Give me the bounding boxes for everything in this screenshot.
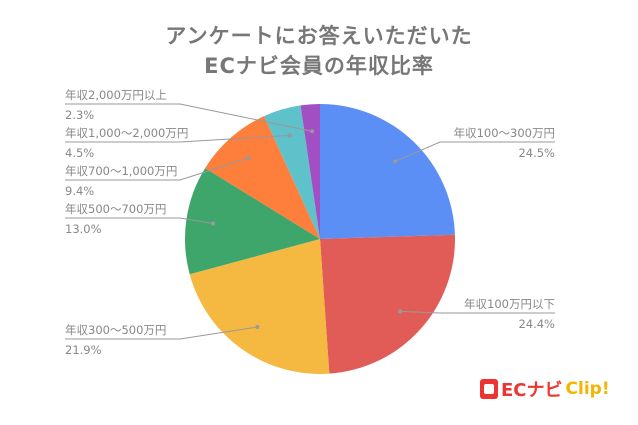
leader-line [400,310,555,314]
pie-slice [320,234,455,374]
pie-slice [264,105,320,239]
chart-title-line2: ECナビ会員の年収比率 [204,54,434,78]
leader-dot [211,221,216,226]
slice-value-label: 4.5% [65,146,94,160]
leader-dot [246,155,251,160]
slice-label: 年収100～300万円 [454,126,555,140]
ecnavi-clip-logo: ECナビ Clip! [480,376,610,402]
slice-label: 年収700～1,000万円 [65,164,177,178]
leader-line [65,103,313,132]
leader-line [394,141,555,162]
pie-slice [320,104,455,239]
leader-dot [310,129,315,134]
pie-slice [185,168,320,275]
slice-value-label: 13.0% [65,222,102,236]
slice-label: 年収300～500万円 [65,323,166,337]
leader-dot [393,159,398,164]
logo-brand: ECナビ [501,380,563,401]
pie-slice [300,104,320,239]
shopping-bag-icon [480,379,498,399]
slice-label: 年収100万円以下 [464,297,555,311]
slice-value-label: 24.5% [518,146,555,160]
leader-line [65,326,258,340]
chart-title-line1: アンケートにお答えいただいた [165,24,473,48]
slice-value-label: 21.9% [65,343,102,357]
leader-dot [255,324,260,329]
slice-label: 年収2,000万円以上 [65,88,167,102]
leader-line [65,157,249,181]
slice-label: 年収500～700万円 [65,202,166,216]
pie-slice [205,116,320,239]
leader-dot [398,309,403,314]
slice-value-label: 24.4% [518,317,555,331]
pie-slice [189,239,330,374]
leader-dot [287,133,292,138]
logo-suffix: Clip! [565,379,610,399]
slice-label: 年収1,000～2,000万円 [65,126,188,140]
leader-line [65,134,290,143]
slice-value-label: 9.4% [65,184,94,198]
slice-value-label: 2.3% [65,108,94,122]
leader-line [65,217,214,224]
